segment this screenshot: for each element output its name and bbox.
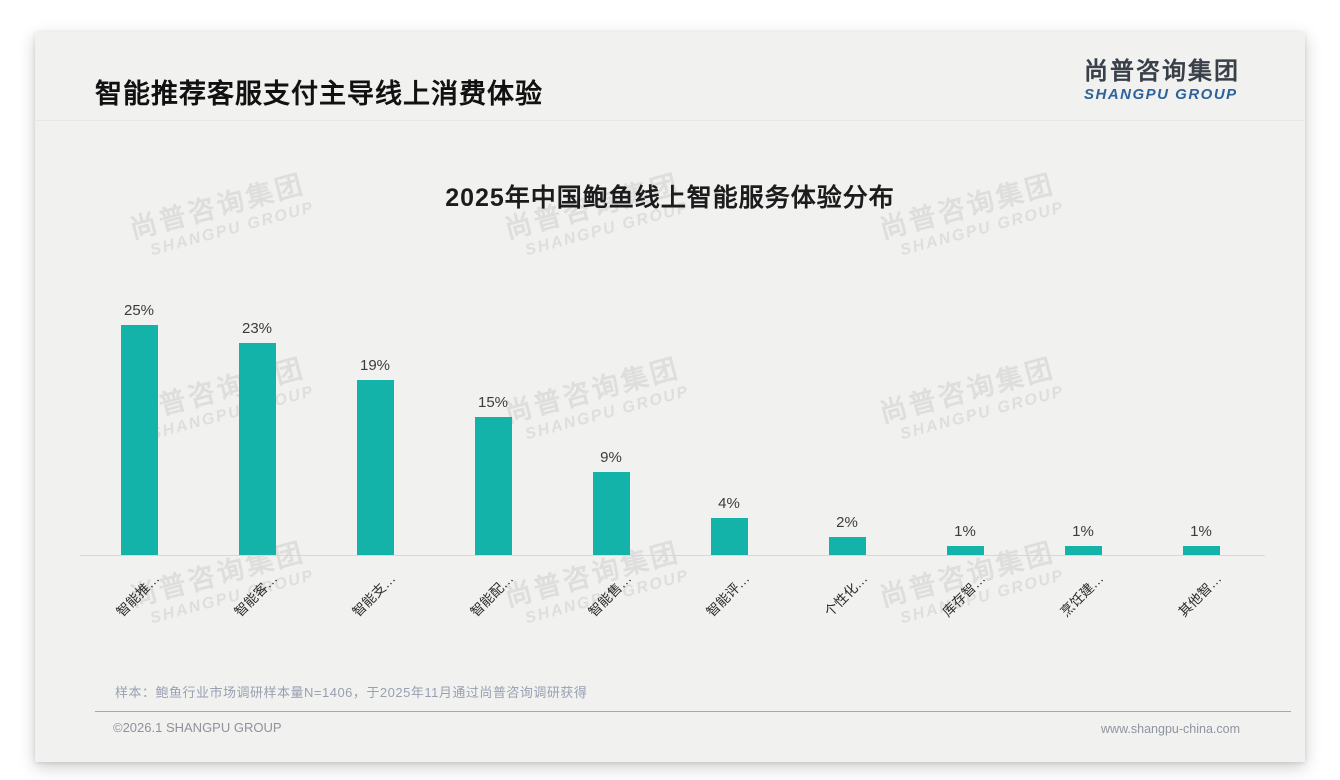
bar-column: 25% [80, 302, 198, 555]
x-axis-label-cell: 智能售… [552, 556, 670, 656]
x-axis-label: 个性化… [821, 570, 871, 620]
bar-value-label: 19% [359, 357, 391, 375]
page-title: 智能推荐客服支付主导线上消费体验 [95, 79, 543, 109]
x-axis-label: 智能推… [113, 570, 163, 620]
x-axis-label-cell: 个性化… [788, 556, 906, 656]
footer-copyright: ©2026.1 SHANGPU GROUP [113, 720, 282, 735]
bar [120, 325, 158, 555]
bar-column: 19% [316, 357, 434, 555]
title-divider [35, 120, 1305, 121]
x-axis-label-cell: 智能客… [198, 556, 316, 656]
bar [1064, 545, 1102, 555]
x-axis-label-cell: 智能支… [316, 556, 434, 656]
bar-column: 15% [434, 394, 552, 555]
bar-value-label: 25% [123, 302, 155, 319]
x-axis-label: 智能客… [231, 570, 281, 620]
x-axis-label: 智能售… [585, 570, 635, 620]
company-logo: 尚普咨询集团 SHANGPU GROUP [1084, 58, 1240, 103]
bar [828, 536, 866, 555]
bar-column: 1% [1024, 523, 1142, 555]
x-axis-label-cell: 库存智… [906, 556, 1024, 656]
bar [356, 380, 394, 555]
bar-value-label: 1% [1190, 522, 1212, 540]
bar [238, 343, 276, 555]
x-axis-label: 智能配… [467, 570, 517, 620]
footer-website: www.shangpu-china.com [1101, 722, 1240, 736]
bar-column: 23% [198, 320, 316, 555]
logo-chinese-text: 尚普咨询集团 [1084, 58, 1240, 85]
x-axis-label: 其他智… [1175, 570, 1225, 620]
bar-column: 4% [670, 495, 788, 555]
bar [946, 545, 984, 555]
slide: 尚普咨询集团 SHANGPU GROUP 尚普咨询集团 SHANGPU GROUP 尚普… [35, 32, 1305, 762]
sample-note: 样本：鲍鱼行业市场调研样本量N=1406，于2025年11月通过尚普咨询调研获得 [115, 685, 588, 700]
bar [1182, 545, 1220, 555]
x-axis-label: 烹饪建… [1057, 570, 1107, 620]
x-axis-label-cell: 智能配… [434, 556, 552, 656]
bar-value-label: 2% [836, 513, 858, 531]
bar-value-label: 4% [718, 495, 740, 513]
x-axis-line [80, 555, 1265, 556]
bar [710, 518, 748, 555]
bar-value-label: 9% [600, 449, 622, 467]
x-axis-labels: 智能推… 智能客… 智能支… 智能配… 智能售… 智能评… 个性化… 库存智… 烹饪建… 其他智… [80, 556, 1260, 656]
bar-column: 1% [906, 523, 1024, 555]
x-axis-label: 智能评… [703, 570, 753, 620]
bar-value-label: 15% [477, 394, 509, 411]
bar [474, 417, 512, 555]
x-axis-label-cell: 其他智… [1142, 556, 1260, 656]
bar [592, 472, 630, 555]
x-axis-label: 库存智… [939, 570, 989, 620]
x-axis-label-cell: 智能评… [670, 556, 788, 656]
x-axis-label: 智能支… [349, 570, 399, 620]
bar-value-label: 1% [1072, 522, 1094, 540]
x-axis-label-cell: 智能推… [80, 556, 198, 656]
bar-column: 2% [788, 514, 906, 555]
bar-value-label: 1% [954, 522, 976, 540]
footer-divider [95, 711, 1291, 712]
bar-column: 1% [1142, 523, 1260, 555]
chart-title: 2025年中国鲍鱼线上智能服务体验分布 [445, 184, 895, 212]
logo-english-text: SHANGPU GROUP [1084, 85, 1238, 103]
bar-value-label: 23% [241, 320, 273, 338]
bar-column: 9% [552, 449, 670, 555]
bar-chart: 25% 23% 19% 15% 9% 4% 2% 1% 1% 1% [80, 290, 1260, 555]
x-axis-label-cell: 烹饪建… [1024, 556, 1142, 656]
